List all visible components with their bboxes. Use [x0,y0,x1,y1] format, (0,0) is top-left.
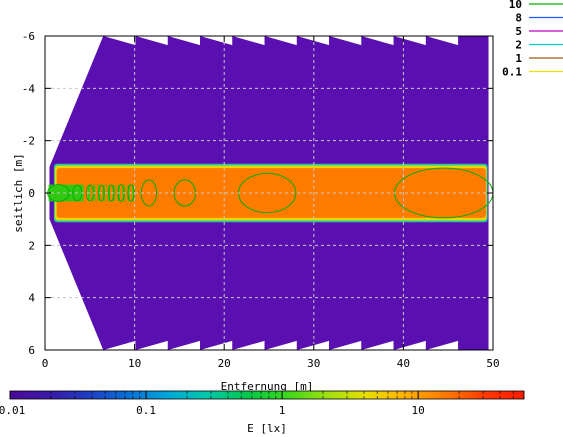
grid-lines [45,36,493,350]
heatmap-edge-notch [361,340,394,350]
legend-label: 0.1 [502,66,522,79]
legend-label: 8 [515,12,522,25]
legend-label: 5 [515,25,522,38]
heatmap-edge-notch [167,340,201,350]
colorbar-tick-label: 0.1 [136,404,156,417]
contour-10-lx [98,184,105,202]
colorbar [9,390,525,400]
x-tick-label: 20 [218,357,231,370]
y-axis-ticks: -6 -4 -2 0 2 4 6 [22,30,493,357]
y-tick-label: -4 [22,82,36,95]
heatmap-edge-notch [329,36,362,46]
heatmap-edge-notch [393,36,426,46]
y-axis-label: seitlich [m] [12,153,25,232]
heatmap-edge-notch [232,36,265,46]
x-tick-label: 30 [307,357,320,370]
legend-label: 1 [515,52,522,65]
heatmap-edge-notch [167,36,201,46]
beam-source-stripe [132,185,135,201]
heatmap-edge-notch [393,340,426,350]
heatmap-edge-notch [329,340,362,350]
heatmap-edge-notch [425,340,459,350]
x-axis-ticks: 0 10 20 30 40 50 [42,36,500,370]
x-tick-label: 10 [128,357,141,370]
heatmap-edge-notch [103,340,136,350]
legend-label: 10 [509,0,522,11]
x-tick-label: 40 [397,357,410,370]
colorbar-label: E [lx] [247,422,287,435]
y-tick-label: -2 [22,135,35,148]
y-tick-label: -6 [22,30,35,43]
colorbar-ticks: 0.01 0.1 1 10 [0,391,525,417]
heatmap-edge-notch [361,36,394,46]
x-tick-label: 0 [42,357,49,370]
y-tick-label: 2 [28,239,35,252]
heatmap-edge-notch [103,36,136,46]
colorbar-tick-label: 10 [412,404,425,417]
x-tick-label: 50 [486,357,499,370]
beam-source-band [48,184,84,202]
beam-core [56,168,486,218]
y-tick-label: 4 [28,292,35,305]
beam-source-stripe [127,185,130,201]
y-tick-label: 0 [28,187,35,200]
heatmap-edge-notch [232,340,265,350]
heatmap-edge-notch [135,36,168,46]
legend-label: 2 [515,39,522,52]
heatmap-edge-notch [135,340,168,350]
heatmap-edge-notch [296,340,330,350]
heatmap-edge-notch [425,36,459,46]
x-axis-label: Entfernung [m] [221,380,314,393]
colorbar-tick-label: 0.01 [0,404,25,417]
y-tick-label: 6 [28,344,35,357]
heatmap-edge-notch [264,36,297,46]
colorbar-tick-label: 1 [279,404,286,417]
heatmap-edge-notch [296,36,330,46]
heatmap-edge-notch [264,340,297,350]
